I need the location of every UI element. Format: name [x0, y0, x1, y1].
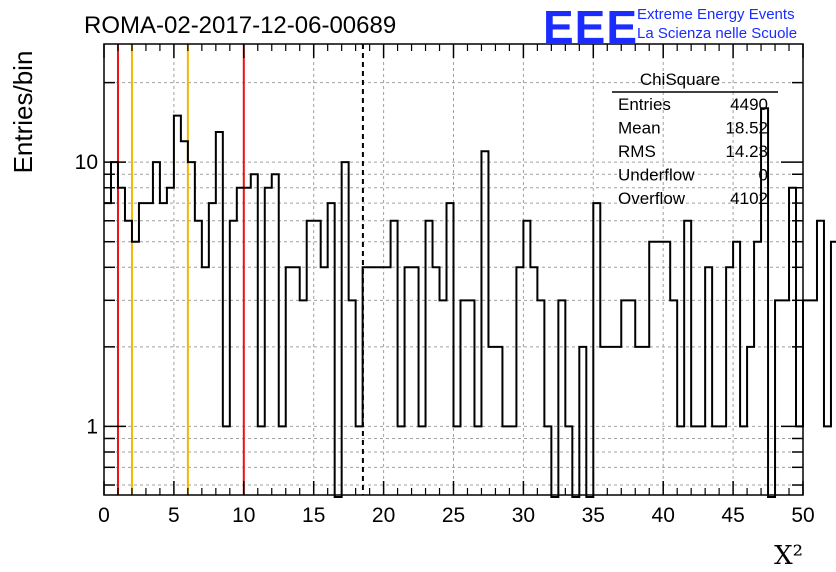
x-axis-title: X²	[774, 541, 803, 571]
stats-label: Mean	[618, 119, 661, 138]
x-tick-labels: 0 5 10 15 20 25 30 35 40 45 50	[98, 504, 815, 527]
stats-label: Overflow	[618, 189, 686, 208]
y-tick-labels: 1 10	[75, 151, 98, 438]
stats-value: 4490	[730, 95, 768, 114]
logo-line-1: Extreme Energy Events	[637, 6, 795, 23]
x-tick-label: 35	[582, 504, 605, 527]
axis-ticks	[103, 44, 804, 495]
stats-box-name: ChiSquare	[640, 70, 720, 89]
stats-label: RMS	[618, 142, 656, 161]
y-tick-label: 10	[75, 151, 98, 174]
eee-logo: EEE Extreme Energy Events La Scienza nel…	[543, 1, 797, 53]
stats-value: 0	[759, 166, 768, 185]
x-tick-label: 50	[791, 504, 814, 527]
x-tick-label: 15	[302, 504, 325, 527]
x-tick-label: 40	[652, 504, 675, 527]
stats-label: Underflow	[618, 166, 695, 185]
chart-title: ROMA-02-2017-12-06-00689	[84, 12, 396, 39]
stats-box: ChiSquare Entries 4490 Mean 18.52 RMS 14.23 Un…	[612, 70, 778, 208]
stats-value: 4102	[730, 189, 768, 208]
stats-value: 18.52	[725, 119, 768, 138]
logo-line-2: La Scienza nelle Scuole	[637, 25, 797, 42]
x-tick-label: 30	[512, 504, 535, 527]
x-tick-label: 0	[98, 504, 110, 527]
x-tick-label: 25	[442, 504, 465, 527]
y-tick-label: 1	[86, 415, 98, 438]
x-tick-label: 20	[372, 504, 395, 527]
logo-text: EEE	[543, 1, 638, 53]
stats-label: Entries	[618, 95, 671, 114]
x-tick-label: 10	[232, 504, 255, 527]
y-axis-title: Entries/bin	[8, 51, 38, 174]
reference-lines	[116, 44, 364, 495]
stats-value: 14.23	[725, 142, 768, 161]
x-tick-label: 5	[168, 504, 180, 527]
x-tick-label: 45	[721, 504, 744, 527]
histogram-outline	[104, 107, 836, 498]
